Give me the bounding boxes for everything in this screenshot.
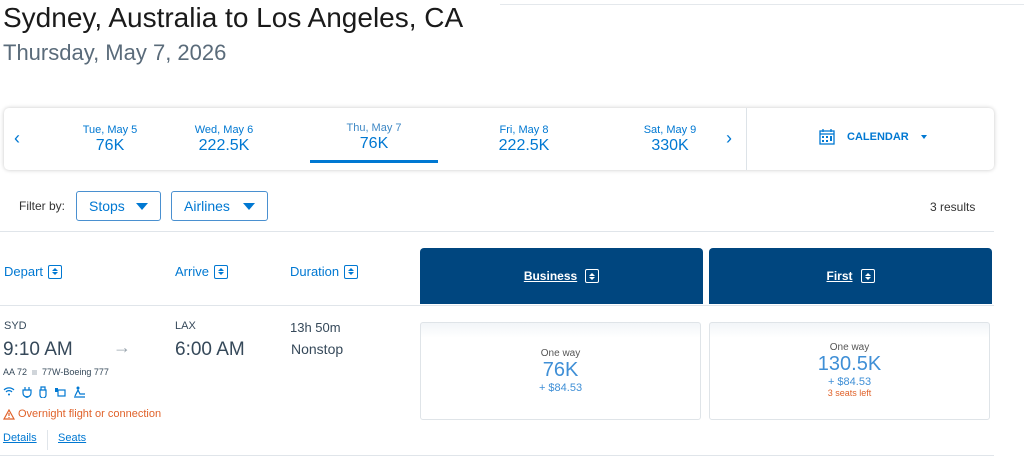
first-header: First <box>826 269 853 283</box>
airlines-filter-label: Airlines <box>184 198 230 214</box>
amenities <box>3 386 86 398</box>
aircraft: 77W-Boeing 777 <box>42 367 109 377</box>
stops: Nonstop <box>291 341 344 357</box>
date-label: Thu, May 7 <box>346 122 402 134</box>
duration: 13h 50m <box>290 320 341 335</box>
calendar-label: CALENDAR <box>847 130 909 143</box>
date-selector: ‹ Tue, May 5 76K Wed, May 6 222.5K Thu, Ma… <box>4 108 994 170</box>
airlines-filter[interactable]: Airlines <box>171 191 268 221</box>
warning-text: Overnight flight or connection <box>18 408 162 420</box>
date-label: Wed, May 6 <box>194 124 254 136</box>
calendar-button[interactable]: CALENDAR <box>819 128 927 145</box>
sort-icon <box>48 264 63 279</box>
separator-dot <box>32 369 38 375</box>
seats-left: 3 seats left <box>827 388 872 398</box>
fare-type: One way <box>540 348 581 359</box>
divider <box>47 430 48 450</box>
entertainment-icon <box>55 388 66 397</box>
fare-points: 130.5K <box>817 353 882 375</box>
results-count: 3 results <box>930 200 976 214</box>
arrive-time: 6:00 AM <box>175 339 245 360</box>
date-price: 330K <box>651 137 689 154</box>
sort-duration[interactable]: Duration <box>290 264 359 279</box>
warning-icon <box>3 408 15 420</box>
business-fare-card[interactable]: One way 76K + $84.53 <box>420 322 701 420</box>
divider <box>500 4 1024 5</box>
fare-taxes: + $84.53 <box>827 376 872 388</box>
date-tab-sat-may-9[interactable]: Sat, May 9 330K <box>606 108 734 166</box>
date-label: Fri, May 8 <box>499 124 549 136</box>
divider <box>0 305 994 306</box>
flight-number: AA 72 <box>3 367 28 377</box>
page-title: Sydney, Australia to Los Angeles, CA <box>3 2 464 33</box>
depart-time: 9:10 AM <box>3 339 73 360</box>
fare-type: One way <box>829 342 870 353</box>
arrow-right-icon: → <box>113 337 131 357</box>
next-dates-button[interactable]: › <box>726 128 732 148</box>
date-tab-thu-may-7[interactable]: Thu, May 7 76K <box>310 108 438 166</box>
date-price: 222.5K <box>198 137 250 154</box>
date-label: Tue, May 5 <box>82 124 138 136</box>
business-header: Business <box>523 269 578 283</box>
date-tab-fri-may-8[interactable]: Fri, May 8 222.5K <box>460 108 588 166</box>
sort-icon <box>860 269 875 283</box>
usb-icon <box>39 386 47 398</box>
date-tab-wed-may-6[interactable]: Wed, May 6 222.5K <box>160 108 288 166</box>
calendar-icon <box>819 129 835 145</box>
seats-link[interactable]: Seats <box>58 432 87 444</box>
divider <box>746 108 747 170</box>
destination-code: LAX <box>175 320 196 332</box>
filter-label: Filter by: <box>19 199 66 213</box>
chevron-down-icon <box>243 202 255 210</box>
lie-flat-seat-icon <box>74 386 85 398</box>
origin-code: SYD <box>4 320 27 332</box>
date-tab-tue-may-5[interactable]: Tue, May 5 76K <box>46 108 174 166</box>
date-label: Sat, May 9 <box>643 124 697 136</box>
duration-header: Duration <box>290 264 340 279</box>
power-icon <box>22 387 32 398</box>
fare-points: 76K <box>542 359 579 381</box>
date-price: 222.5K <box>498 137 550 154</box>
divider <box>0 455 994 456</box>
sort-icon <box>585 269 600 283</box>
chevron-down-icon <box>920 134 927 139</box>
sort-business[interactable]: Business <box>420 248 703 304</box>
arrive-header: Arrive <box>175 264 209 279</box>
divider <box>0 231 994 232</box>
stops-filter-label: Stops <box>89 198 125 214</box>
fare-taxes: + $84.53 <box>538 382 583 394</box>
sort-icon <box>213 264 228 279</box>
page-subtitle: Thursday, May 7, 2026 <box>3 40 227 65</box>
depart-header: Depart <box>4 264 44 279</box>
sort-depart[interactable]: Depart <box>4 264 63 279</box>
details-link[interactable]: Details <box>3 432 37 444</box>
sort-icon <box>344 264 359 279</box>
date-price: 76K <box>359 135 389 152</box>
sort-arrive[interactable]: Arrive <box>175 264 228 279</box>
chevron-down-icon <box>136 202 148 210</box>
sort-first[interactable]: First <box>709 248 992 304</box>
stops-filter[interactable]: Stops <box>76 191 161 221</box>
date-price: 76K <box>95 137 125 154</box>
wifi-icon <box>3 387 15 396</box>
flight-info: AA 72 77W-Boeing 777 <box>3 367 109 377</box>
first-fare-card[interactable]: One way 130.5K + $84.53 3 seats left <box>709 322 990 420</box>
prev-dates-button[interactable]: ‹ <box>14 128 20 148</box>
overnight-warning: Overnight flight or connection <box>3 408 161 420</box>
